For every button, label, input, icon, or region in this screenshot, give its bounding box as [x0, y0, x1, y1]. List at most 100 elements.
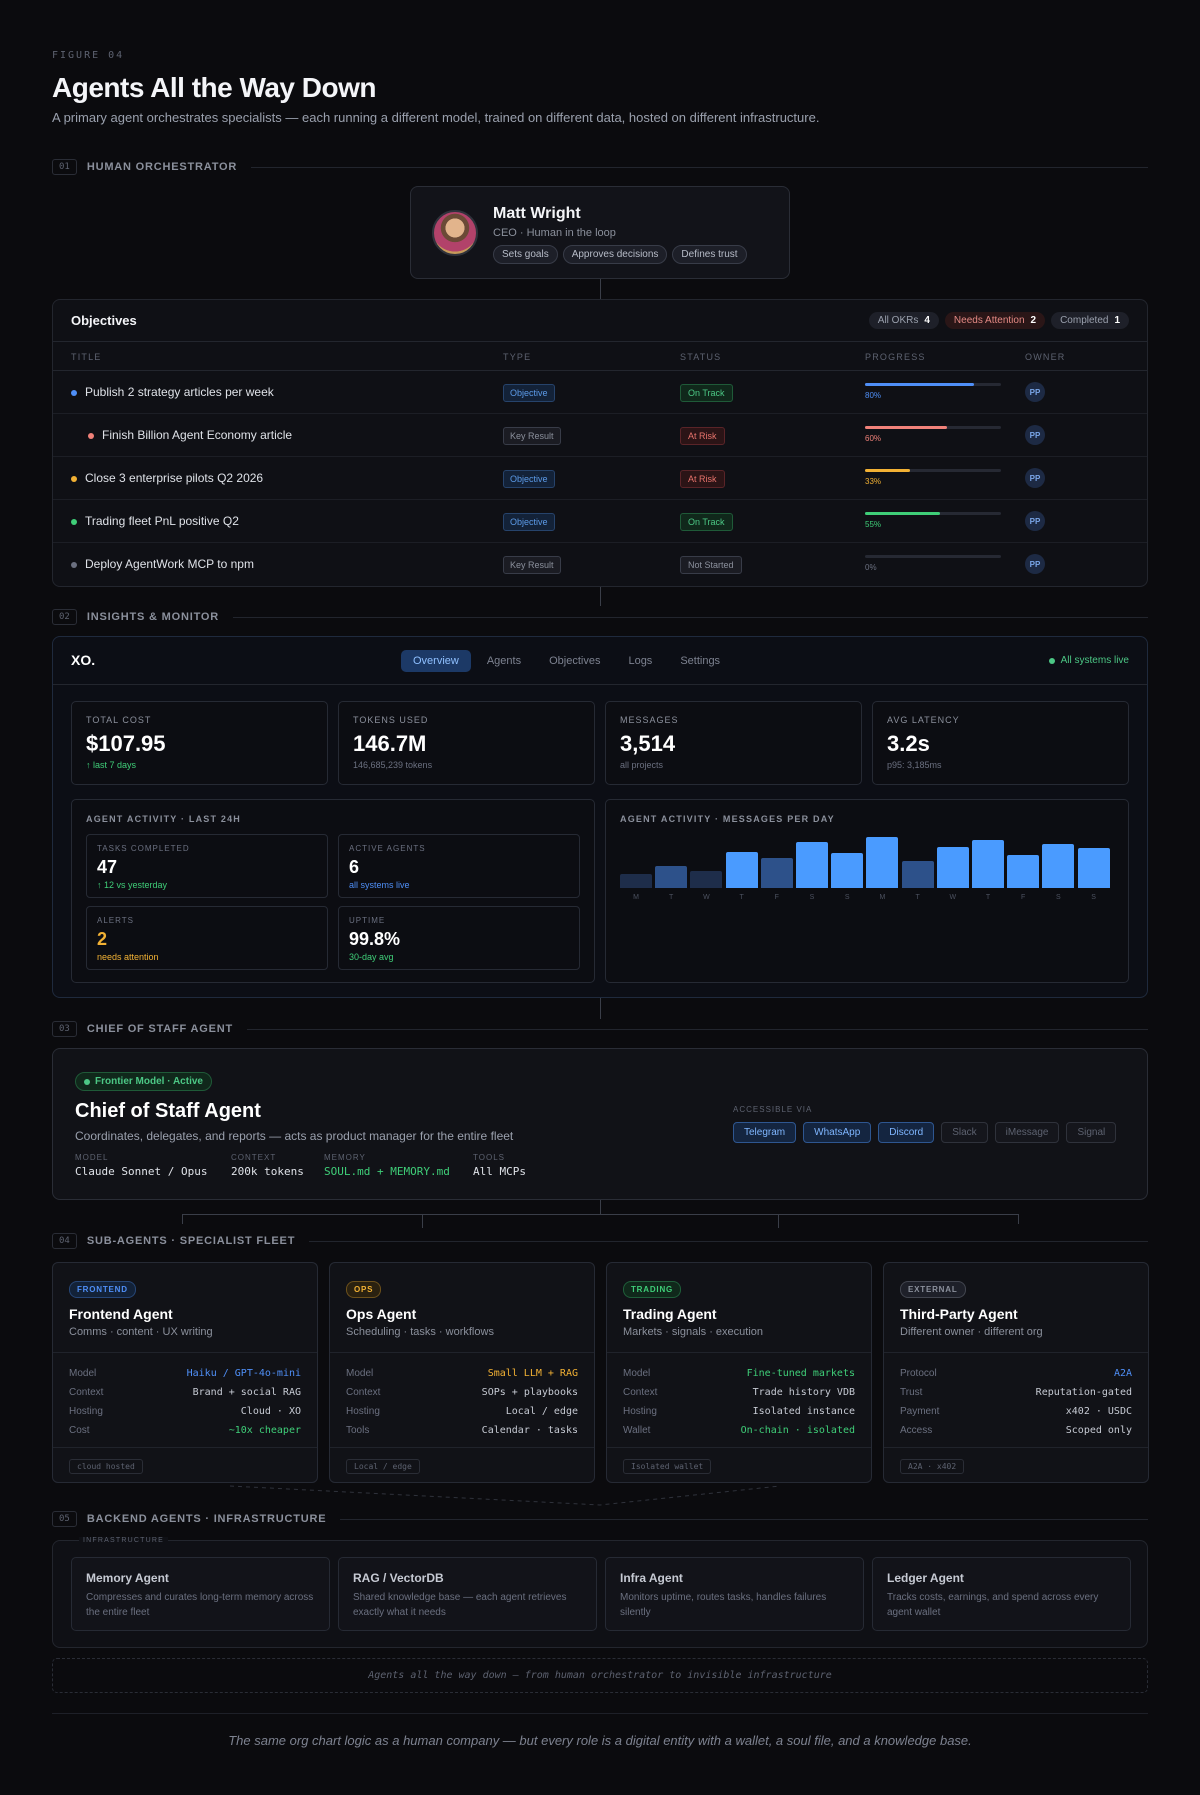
stat-subtext: 30-day avg — [349, 952, 394, 962]
stat-label: TASKS COMPLETED — [97, 844, 190, 853]
progress-bar — [865, 383, 1001, 386]
meta-context: CONTEXT 200k tokens — [231, 1153, 304, 1178]
tab-settings[interactable]: Settings — [680, 655, 721, 667]
ledger-agent-card[interactable]: Ledger Agent Tracks costs, earnings, and … — [872, 1557, 1131, 1631]
kpi-value: 146.7M — [353, 731, 427, 756]
table-row[interactable]: Finish Billion Agent Economy article Key … — [53, 414, 1147, 457]
status-dot-icon — [71, 476, 77, 482]
system-status-label: All systems live — [1060, 655, 1129, 666]
infra-card-description: Monitors uptime, routes tasks, handles f… — [620, 1592, 827, 1618]
x-tick-label: F — [1021, 894, 1026, 901]
x-tick-label: W — [703, 894, 710, 901]
channel-whatsapp[interactable]: WhatsApp — [803, 1122, 872, 1143]
agent-spec-row: Cost ~10x cheaper — [69, 1425, 301, 1439]
tab-objectives[interactable]: Objectives — [549, 655, 601, 667]
dashboard-tabs: Overview Agents Objectives Logs Settings — [401, 650, 732, 672]
filter-completed[interactable]: Completed 1 — [1051, 312, 1129, 329]
channel-signal[interactable]: Signal — [1066, 1122, 1117, 1143]
column-header-type[interactable]: TYPE — [503, 352, 532, 362]
meta-value: All MCPs — [473, 1165, 526, 1178]
agent-spec-row: Wallet On-chain · isolated — [623, 1425, 855, 1439]
table-row[interactable]: Close 3 enterprise pilots Q2 2026 Objecti… — [53, 457, 1147, 500]
chief-title: Chief of Staff Agent — [75, 1100, 261, 1122]
channel-discord[interactable]: Discord — [878, 1122, 935, 1143]
filter-all-okrs[interactable]: All OKRs 4 — [868, 312, 939, 329]
table-row[interactable]: Deploy AgentWork MCP to npm Key Result Not… — [53, 543, 1147, 586]
chief-of-staff-card[interactable]: Frontier Model · Active Chief of Staff A… — [52, 1048, 1148, 1200]
xo-logo[interactable]: XO. — [71, 652, 96, 668]
kpi-label: TOTAL COST — [86, 715, 152, 725]
progress-bar — [865, 512, 1001, 515]
spec-key: Protocol — [900, 1368, 937, 1379]
spec-value: On-chain · isolated — [740, 1425, 855, 1436]
spec-value: Brand + social RAG — [192, 1387, 301, 1398]
stat-alerts: ALERTS 2 needs attention — [86, 906, 328, 970]
meta-label: TOOLS — [473, 1153, 505, 1162]
channel-slack[interactable]: Slack — [941, 1122, 988, 1143]
column-header-status[interactable]: STATUS — [680, 352, 722, 362]
spec-value: SOPs + playbooks — [481, 1387, 578, 1398]
stat-uptime: UPTIME 99.8% 30-day avg — [338, 906, 580, 970]
column-header-progress[interactable]: PROGRESS — [865, 352, 926, 362]
chart-bar — [1077, 848, 1110, 888]
tab-overview[interactable]: Overview — [401, 650, 471, 672]
agent-description: Markets · signals · execution — [623, 1326, 763, 1338]
spec-value: ~10x cheaper — [228, 1425, 301, 1436]
infrastructure-panel: INFRASTRUCTURE Memory Agent Compresses an… — [52, 1537, 1148, 1648]
agent-spec-row: Hosting Local / edge — [346, 1406, 578, 1420]
channel-imessage[interactable]: iMessage — [994, 1122, 1060, 1143]
agent-spec-row: Hosting Isolated instance — [623, 1406, 855, 1420]
owner-avatar[interactable]: PP — [1025, 468, 1045, 488]
section-divider — [251, 166, 1148, 168]
channel-telegram[interactable]: Telegram — [733, 1122, 797, 1143]
ceo-card[interactable]: Matt Wright CEO · Human in the loop Sets… — [410, 186, 790, 279]
agent-name: Trading Agent — [623, 1306, 717, 1322]
owner-avatar[interactable]: PP — [1025, 382, 1045, 402]
xo-dashboard: XO. Overview Agents Objectives Logs Sett… — [52, 636, 1148, 998]
tab-logs[interactable]: Logs — [628, 655, 653, 667]
frontend-agent-card[interactable]: FRONTEND Frontend Agent Comms · content · … — [52, 1262, 318, 1483]
table-row[interactable]: Trading fleet PnL positive Q2 Objective On… — [53, 500, 1147, 543]
messages-bar-chart — [620, 834, 1114, 888]
agent-footer-tag: A2A · x402 — [900, 1459, 965, 1474]
meta-label: MODEL — [75, 1153, 109, 1162]
agent-activity-title: AGENT ACTIVITY · LAST 24H — [86, 814, 242, 824]
owner-avatar[interactable]: PP — [1025, 425, 1045, 445]
section-title: SUB-AGENTS · SPECIALIST FLEET — [86, 1235, 296, 1247]
third-party-agent-card[interactable]: EXTERNAL Third-Party Agent Different owner… — [883, 1262, 1149, 1483]
agent-footer-tag: Isolated wallet — [623, 1459, 712, 1474]
tag-sets-goals: Sets goals — [493, 245, 558, 264]
footnote: The same org chart logic as a human comp… — [228, 1733, 972, 1748]
kpi-messages: MESSAGES 3,514 all projects — [605, 701, 862, 785]
chart-bar — [725, 852, 758, 888]
column-header-title[interactable]: TITLE — [71, 352, 102, 362]
agent-spec-row: Access Scoped only — [900, 1425, 1132, 1439]
stat-label: ALERTS — [97, 916, 134, 925]
filter-needs-attention[interactable]: Needs Attention 2 — [944, 312, 1046, 329]
kpi-tokens-used: TOKENS USED 146.7M 146,685,239 tokens — [338, 701, 595, 785]
memory-agent-card[interactable]: Memory Agent Compresses and curates long-… — [71, 1557, 330, 1631]
objective-title: Publish 2 strategy articles per week — [85, 385, 274, 399]
table-row[interactable]: Publish 2 strategy articles per week Obje… — [53, 371, 1147, 414]
owner-avatar[interactable]: PP — [1025, 554, 1045, 574]
chart-bar — [866, 837, 899, 888]
section-header-chief-of-staff: 03 CHIEF OF STAFF AGENT — [52, 1020, 1148, 1038]
trading-agent-card[interactable]: TRADING Trading Agent Markets · signals · … — [606, 1262, 872, 1483]
chart-bar — [760, 858, 793, 888]
progress-bar — [865, 555, 1001, 558]
ops-agent-card[interactable]: OPS Ops Agent Scheduling · tasks · workflo… — [329, 1262, 595, 1483]
tab-agents[interactable]: Agents — [486, 655, 522, 667]
x-tick-label: S — [844, 894, 850, 901]
connector-line — [600, 587, 601, 606]
meta-label: CONTEXT — [231, 1153, 277, 1162]
divider — [884, 1447, 1148, 1448]
kpi-subtext: ↑ last 7 days — [86, 760, 137, 770]
owner-avatar[interactable]: PP — [1025, 511, 1045, 531]
rag-vectordb-card[interactable]: RAG / VectorDB Shared knowledge base — ea… — [338, 1557, 597, 1631]
infra-agent-card[interactable]: Infra Agent Monitors uptime, routes tasks… — [605, 1557, 864, 1631]
progress-fill — [865, 469, 910, 472]
spec-key: Payment — [900, 1406, 940, 1417]
spec-key: Model — [69, 1368, 97, 1379]
section-header-backend: 05 BACKEND AGENTS · INFRASTRUCTURE — [52, 1510, 1148, 1528]
column-header-owner[interactable]: OWNER — [1025, 352, 1066, 362]
